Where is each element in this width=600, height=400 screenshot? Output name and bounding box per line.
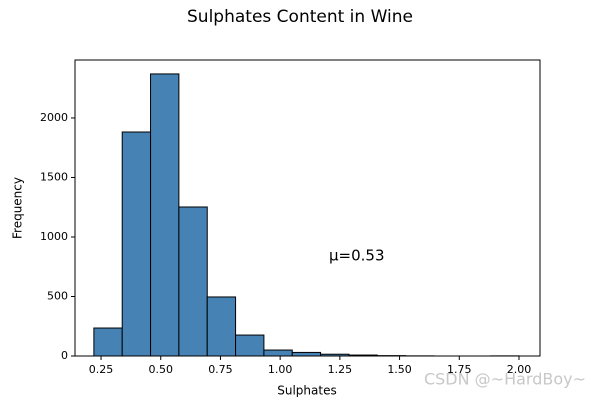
y-tick-label: 0 [61,349,68,362]
annotation: μ=0.53 [329,247,385,265]
bar [291,351,322,357]
x-tick-label: 1.25 [328,363,353,376]
x-axis-label: Sulphates [277,384,336,398]
x-tick-label: 2.00 [507,363,532,376]
x-tick-label: 0.25 [89,363,114,376]
bar [121,131,152,357]
x-tick-label: 0.50 [148,363,173,376]
y-tick-label: 500 [47,289,68,302]
y-tick-label: 1500 [40,170,68,183]
y-tick-label: 1000 [40,230,68,243]
x-tick-label: 1.50 [387,363,412,376]
bar [93,327,123,357]
bar [235,334,265,357]
bar [206,296,237,357]
bar [178,206,208,357]
y-tick-label: 2000 [40,111,68,124]
y-axis-label: Frequency [11,177,25,239]
chart-title: Sulphates Content in Wine [187,7,413,27]
bar [150,73,180,357]
bar [263,349,293,357]
x-tick-label: 1.00 [268,363,293,376]
plot-frame [74,59,541,357]
x-tick-label: 1.75 [447,363,472,376]
x-tick-label: 0.75 [208,363,233,376]
watermark: CSDN @~HardBoy~ [424,370,586,389]
